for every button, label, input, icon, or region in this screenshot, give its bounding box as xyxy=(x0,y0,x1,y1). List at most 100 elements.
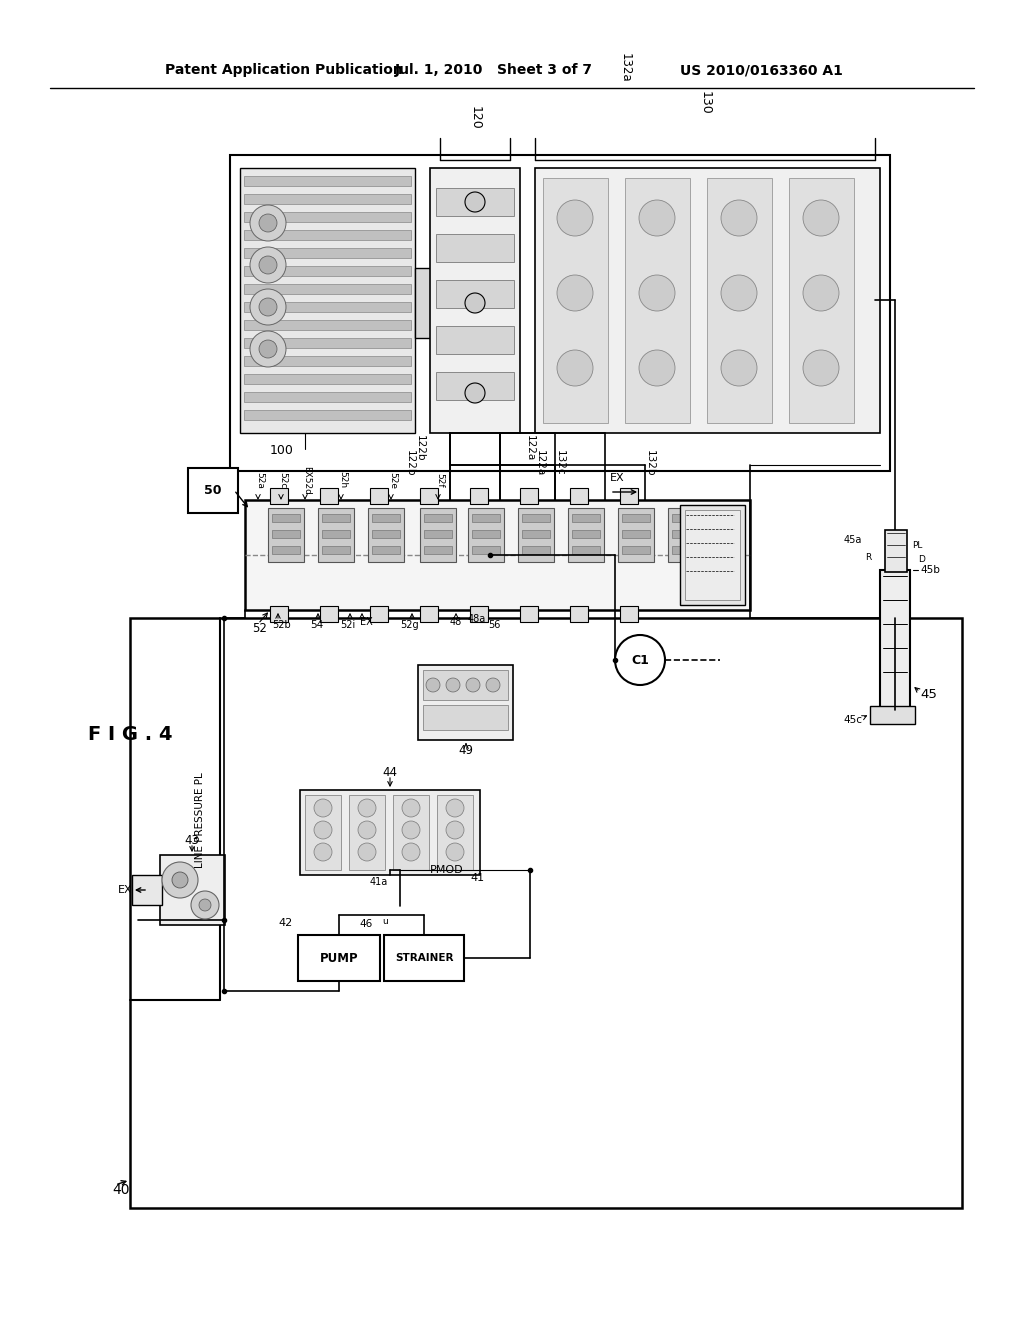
Bar xyxy=(423,671,508,700)
Bar xyxy=(472,531,500,539)
Circle shape xyxy=(486,678,500,692)
Bar xyxy=(244,267,411,276)
Bar xyxy=(518,508,554,562)
Bar xyxy=(272,531,300,539)
Circle shape xyxy=(803,201,839,236)
Bar xyxy=(322,546,350,554)
Bar xyxy=(319,488,338,504)
Circle shape xyxy=(446,843,464,861)
Text: 43: 43 xyxy=(184,833,200,846)
Text: 42: 42 xyxy=(279,917,293,928)
Bar xyxy=(132,875,162,906)
Bar xyxy=(319,606,338,622)
Text: F I G . 4: F I G . 4 xyxy=(88,726,172,744)
Bar xyxy=(244,176,411,186)
Circle shape xyxy=(466,678,480,692)
Bar xyxy=(622,546,650,554)
Bar xyxy=(522,546,550,554)
Text: Patent Application Publication: Patent Application Publication xyxy=(165,63,402,77)
Text: LINE PRESSURE PL: LINE PRESSURE PL xyxy=(195,772,205,867)
Circle shape xyxy=(358,843,376,861)
Circle shape xyxy=(721,201,757,236)
Bar xyxy=(436,326,514,354)
Text: 41: 41 xyxy=(470,873,484,883)
Text: EX52d: EX52d xyxy=(302,466,311,495)
Bar xyxy=(543,178,608,422)
Bar xyxy=(436,372,514,400)
Bar xyxy=(707,178,772,422)
Bar xyxy=(368,508,404,562)
Bar xyxy=(270,488,288,504)
Bar xyxy=(270,606,288,622)
Text: 132b: 132b xyxy=(645,450,655,477)
Bar xyxy=(130,618,962,1208)
Bar xyxy=(244,374,411,384)
Bar xyxy=(870,706,915,723)
Circle shape xyxy=(426,678,440,692)
Circle shape xyxy=(557,350,593,385)
Bar xyxy=(372,531,400,539)
Text: 122a: 122a xyxy=(525,434,535,461)
Text: PMOD: PMOD xyxy=(430,865,464,875)
Text: 56: 56 xyxy=(488,620,501,630)
Text: u: u xyxy=(382,917,388,927)
Text: 52h: 52h xyxy=(338,471,347,488)
Text: D: D xyxy=(919,556,926,565)
Bar xyxy=(305,795,341,870)
Text: 132c: 132c xyxy=(555,450,565,475)
Text: 45c: 45c xyxy=(843,715,862,725)
Circle shape xyxy=(402,799,420,817)
Bar xyxy=(568,508,604,562)
Circle shape xyxy=(446,799,464,817)
Bar xyxy=(570,488,588,504)
Circle shape xyxy=(358,821,376,840)
Text: EX: EX xyxy=(610,473,625,483)
Text: 41a: 41a xyxy=(370,876,388,887)
Text: 52: 52 xyxy=(252,622,267,635)
Bar xyxy=(625,178,690,422)
Bar xyxy=(672,531,700,539)
Bar xyxy=(244,284,411,294)
Text: 45b: 45b xyxy=(920,565,940,576)
Circle shape xyxy=(250,247,286,282)
Circle shape xyxy=(557,275,593,312)
Bar xyxy=(522,513,550,521)
Text: 122b: 122b xyxy=(406,450,415,477)
Circle shape xyxy=(314,843,332,861)
Bar xyxy=(244,338,411,348)
Text: 45a: 45a xyxy=(844,535,862,545)
Bar xyxy=(535,168,880,433)
Bar xyxy=(244,248,411,257)
Text: EX: EX xyxy=(118,884,133,895)
Bar xyxy=(520,488,538,504)
Bar xyxy=(570,606,588,622)
Bar xyxy=(244,230,411,240)
Bar xyxy=(372,513,400,521)
Circle shape xyxy=(259,298,278,315)
Bar xyxy=(470,606,488,622)
Bar xyxy=(668,508,705,562)
Bar xyxy=(230,154,890,471)
Bar xyxy=(420,488,438,504)
Bar xyxy=(424,531,452,539)
Bar xyxy=(572,546,600,554)
Bar xyxy=(418,665,513,741)
Text: PUMP: PUMP xyxy=(319,952,358,965)
Text: 48: 48 xyxy=(450,616,462,627)
Bar xyxy=(272,546,300,554)
Circle shape xyxy=(557,201,593,236)
Circle shape xyxy=(259,341,278,358)
Text: STRAINER: STRAINER xyxy=(394,953,454,964)
Bar xyxy=(620,606,638,622)
Text: 48a: 48a xyxy=(468,614,486,624)
Text: R: R xyxy=(865,553,871,562)
Bar xyxy=(620,488,638,504)
Bar xyxy=(370,488,388,504)
Bar xyxy=(430,168,520,433)
Circle shape xyxy=(465,383,485,403)
Bar xyxy=(298,935,380,981)
Bar xyxy=(572,513,600,521)
Bar xyxy=(436,187,514,216)
Bar xyxy=(318,508,354,562)
Circle shape xyxy=(721,275,757,312)
